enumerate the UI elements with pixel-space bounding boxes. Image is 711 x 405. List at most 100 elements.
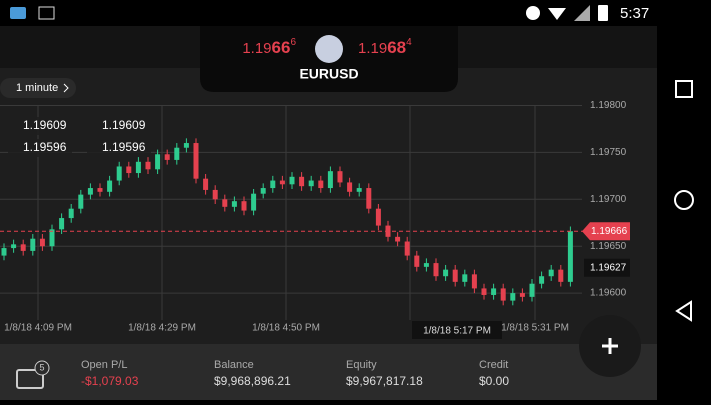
candle-body xyxy=(433,263,439,277)
time-label: 1/8/18 5:17 PM xyxy=(423,326,491,337)
chevron xyxy=(63,83,69,93)
signal-icon xyxy=(574,5,590,21)
back-button[interactable] xyxy=(675,300,692,322)
candle-body xyxy=(347,182,353,192)
battery-icon xyxy=(598,5,608,21)
time-highlight xyxy=(412,321,502,339)
ask-price: 1.19684 xyxy=(358,37,412,58)
candle-body xyxy=(337,171,343,183)
candle-body xyxy=(395,236,401,242)
price-label: 1.19800 xyxy=(590,100,627,111)
candle-body xyxy=(97,188,103,192)
status-bar xyxy=(0,0,711,26)
overlay: 1.19666 1.19627 1.19609 1.19609 1.19596 1.195… xyxy=(0,117,630,277)
status-icon xyxy=(38,6,55,20)
plus-icon xyxy=(602,338,618,354)
candle-body xyxy=(155,154,161,170)
candle-body xyxy=(183,143,189,148)
bid-big: 66 xyxy=(272,38,291,57)
candle-body xyxy=(11,244,17,249)
candle-body xyxy=(135,161,141,174)
crosshair-value: 1.19596 xyxy=(102,140,146,154)
candle-body xyxy=(299,176,305,187)
account-fields: Open P/L -$1,079.03 Balance $9,968,896.21 Eq… xyxy=(81,359,509,388)
price-label: 1.19600 xyxy=(590,288,627,299)
status-time: 5:37 xyxy=(620,5,649,22)
candle-body xyxy=(500,288,506,301)
ask-big: 68 xyxy=(387,38,406,57)
time-label: 1/8/18 4:29 PM xyxy=(128,323,196,334)
candle-body xyxy=(212,189,218,200)
candle-body xyxy=(529,283,535,297)
portfolio-icon[interactable] xyxy=(16,369,44,389)
status-icon xyxy=(526,6,540,20)
crosshair-box xyxy=(8,139,72,157)
candle-body xyxy=(548,269,554,277)
status-icon xyxy=(10,7,26,19)
candle-body xyxy=(68,208,74,219)
candle-body xyxy=(49,229,55,247)
candle-body xyxy=(366,188,372,209)
candle-body xyxy=(231,201,237,207)
candle-body xyxy=(481,288,487,295)
candle-body xyxy=(116,166,122,181)
candle-body xyxy=(20,244,26,251)
timeframe[interactable]: 1 minute xyxy=(16,82,58,94)
field-value: $9,968,896.21 xyxy=(214,374,291,388)
ask-base: 1.19 xyxy=(358,40,387,57)
candle-body xyxy=(452,269,458,282)
candle-body xyxy=(260,188,266,194)
time-label: 1/8/18 4:09 PM xyxy=(4,323,72,334)
nav-bar xyxy=(657,26,711,400)
candle-body xyxy=(423,263,429,267)
ask-pip: 4 xyxy=(406,37,412,48)
candle-body xyxy=(193,143,199,179)
recents-button[interactable] xyxy=(675,80,693,98)
candle-body xyxy=(59,218,65,230)
badge xyxy=(34,360,50,376)
candle-body xyxy=(87,188,93,195)
bid-price: 1.19666 xyxy=(242,37,296,58)
candle-body xyxy=(145,161,151,170)
candle-body xyxy=(443,269,449,277)
candle-body xyxy=(414,255,420,267)
price-label: 1.19700 xyxy=(590,194,627,205)
bid-pip: 6 xyxy=(290,37,296,48)
candle-body xyxy=(1,248,7,256)
time-label: 1/8/18 4:50 PM xyxy=(252,323,320,334)
candle-body xyxy=(539,276,545,284)
candle-body xyxy=(203,178,209,190)
candle-body xyxy=(404,241,410,256)
field-label: Open P/L xyxy=(81,359,127,371)
account-bar xyxy=(0,344,657,400)
time-label: 1/8/18 5:31 PM xyxy=(501,323,569,334)
candle-body xyxy=(491,288,497,295)
wifi-icon xyxy=(548,8,566,20)
home-button[interactable] xyxy=(674,190,694,210)
candle-body xyxy=(30,238,36,251)
candle-body xyxy=(519,293,525,297)
symbol: EURUSD xyxy=(299,66,358,82)
crosshair-box xyxy=(8,117,72,135)
candle-body xyxy=(375,208,381,226)
crosshair-value: 1.19609 xyxy=(23,118,67,132)
field-label: Balance xyxy=(214,359,254,371)
candle-body xyxy=(241,201,247,211)
current-price: 1.19666 xyxy=(591,226,628,237)
field-label: Equity xyxy=(346,359,377,371)
marker-price: 1.19627 xyxy=(590,262,627,273)
candle-body xyxy=(164,154,170,160)
candle-body xyxy=(289,176,295,185)
candle-body xyxy=(308,180,314,187)
candle-body xyxy=(174,147,180,160)
marker-tag xyxy=(584,258,630,277)
candle-body xyxy=(318,180,324,189)
price-label: 1.19750 xyxy=(590,147,627,158)
timeframe-button[interactable] xyxy=(0,78,76,98)
candle-body xyxy=(567,231,573,282)
field-value: -$1,079.03 xyxy=(81,374,139,388)
candle-body xyxy=(126,166,132,174)
crosshair-box xyxy=(87,117,151,135)
